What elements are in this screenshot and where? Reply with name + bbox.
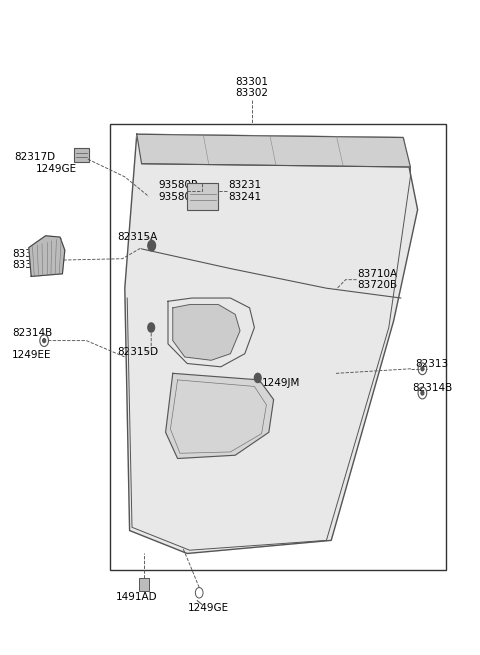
Text: 1249JM: 1249JM [262,378,300,388]
Polygon shape [29,236,65,276]
Polygon shape [166,373,274,458]
Text: 1249EE: 1249EE [12,350,51,360]
Text: 82314B: 82314B [412,383,452,393]
Bar [110,124,446,570]
Text: 1491AD: 1491AD [116,592,157,603]
Circle shape [43,339,46,343]
Text: 83394A: 83394A [12,249,52,259]
Text: 83241: 83241 [228,191,261,202]
Circle shape [421,367,424,371]
Circle shape [148,323,155,332]
Bar [187,183,218,210]
Text: 82315A: 82315A [118,232,158,242]
Text: 83302: 83302 [236,88,268,98]
Text: 93580L: 93580L [158,191,197,202]
Bar [139,578,149,591]
Text: 82313: 82313 [415,358,448,369]
Text: 82317D: 82317D [14,152,56,162]
Circle shape [254,373,261,383]
Text: 83710A: 83710A [358,269,398,279]
Text: 1249GE: 1249GE [36,164,77,174]
Text: 83393A: 83393A [12,260,52,271]
Circle shape [148,240,156,251]
Bar [74,148,89,162]
Polygon shape [137,134,410,167]
Polygon shape [173,305,240,360]
Text: 83231: 83231 [228,179,261,190]
Text: 82315D: 82315D [118,347,159,358]
Text: 83720B: 83720B [358,280,398,290]
Polygon shape [125,134,418,553]
Text: 83301: 83301 [236,77,268,87]
Text: 82314B: 82314B [12,328,52,338]
Text: 1249GE: 1249GE [188,603,229,613]
Circle shape [421,391,424,395]
Text: 93580R: 93580R [158,179,199,190]
